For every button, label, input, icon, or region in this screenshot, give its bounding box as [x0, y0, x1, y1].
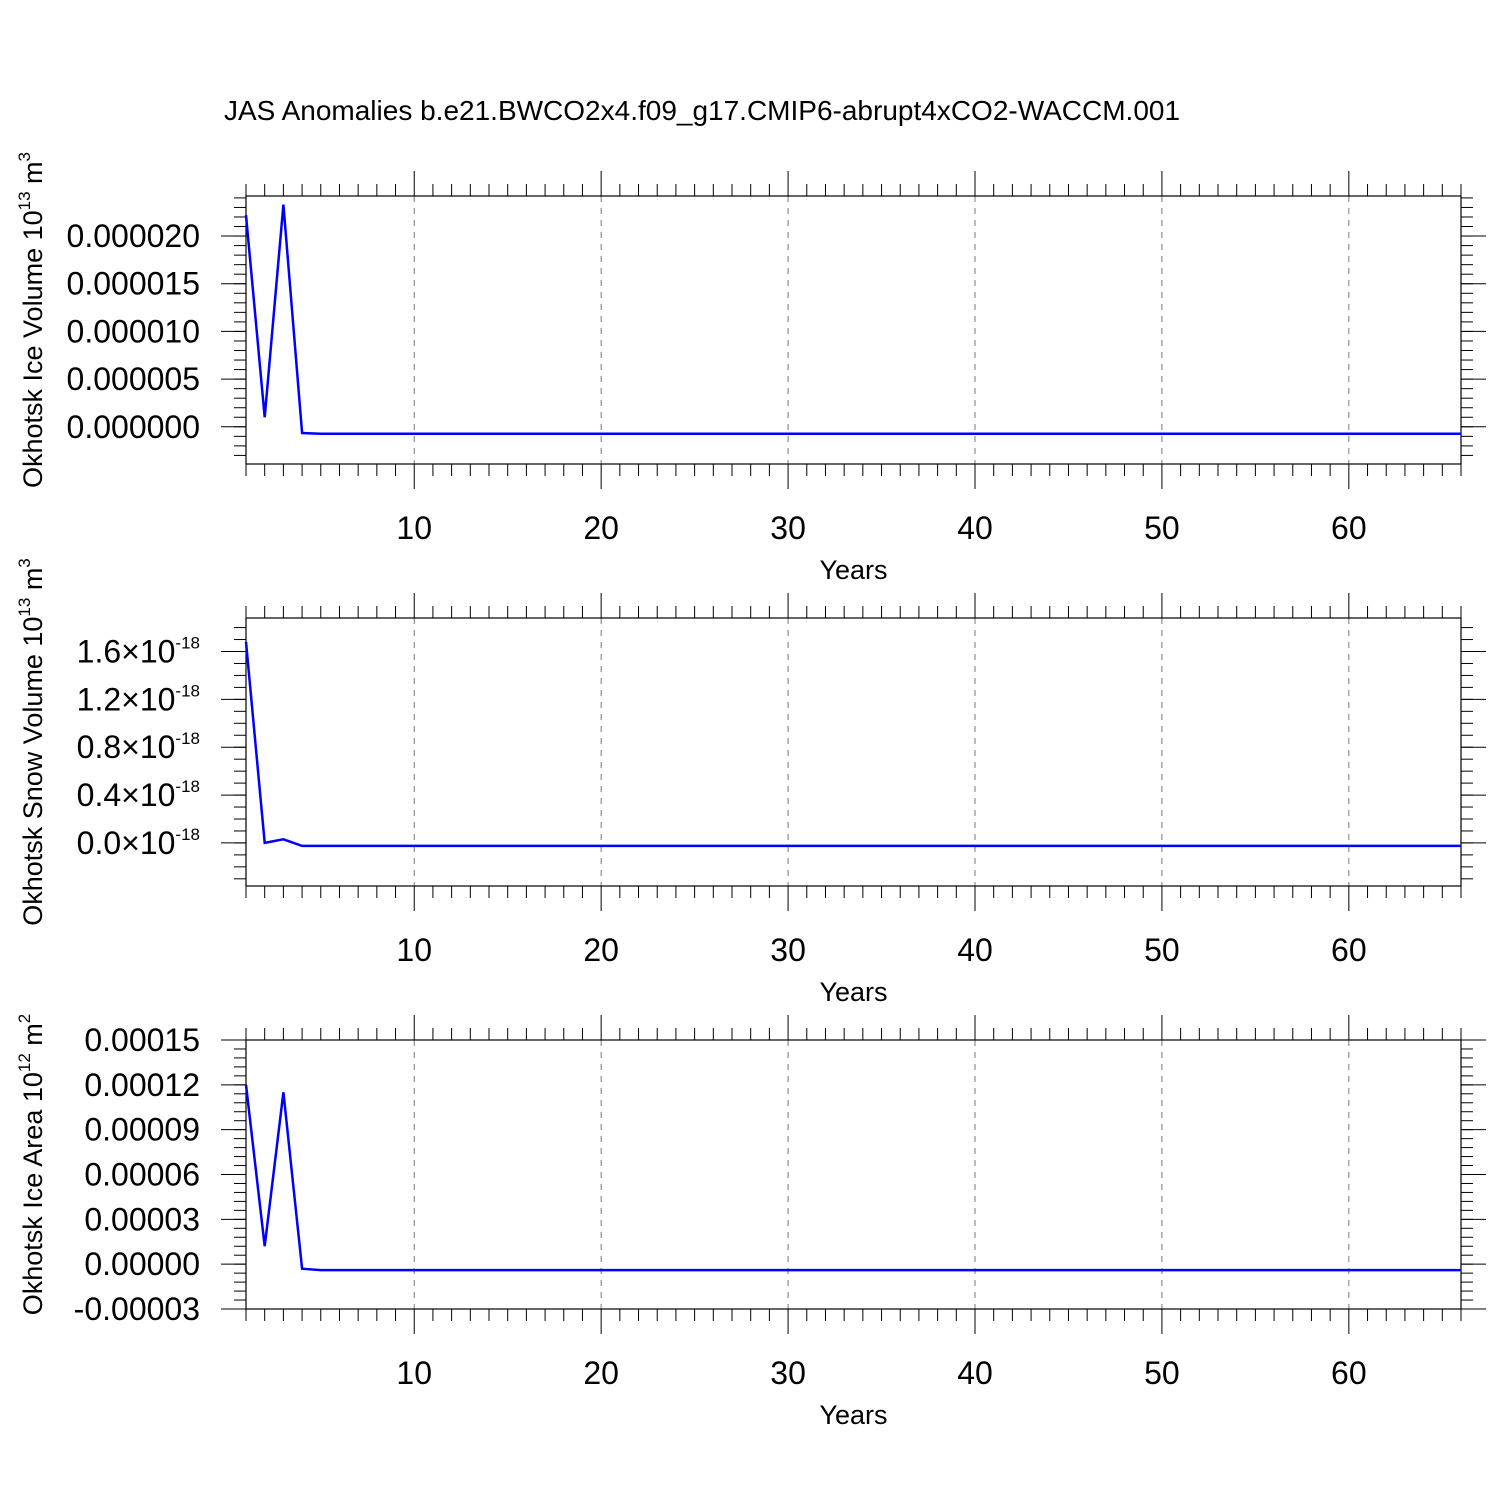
plot-frame — [245, 617, 1462, 887]
chart-panel-2: 0.0×10-18 0.4×10-18 0.8×10-18 1.2×10-18 1.6×… — [15, 558, 1486, 1007]
y-tick-label: 0.000005 — [67, 361, 200, 397]
y-tick-label: 0.00003 — [84, 1201, 200, 1237]
x-axis-title: Years — [819, 555, 887, 585]
x-tick-label: 40 — [957, 1355, 993, 1391]
figure-title: JAS Anomalies b.e21.BWCO2x4.f09_g17.CMIP… — [224, 95, 1180, 126]
x-tick-label: 40 — [957, 510, 993, 546]
y-tick-label: 0.000020 — [67, 218, 200, 254]
x-tick-label: 50 — [1144, 932, 1180, 968]
x-tick-label: 60 — [1331, 932, 1367, 968]
x-tick-label: 30 — [770, 1355, 806, 1391]
series-line — [244, 204, 1461, 435]
series-line — [244, 641, 1461, 848]
y-tick-label: 0.000000 — [67, 409, 200, 445]
y-tick-label: 0.00000 — [84, 1246, 200, 1282]
x-tick-label: 20 — [583, 932, 619, 968]
x-axis-title: Years — [819, 977, 887, 1007]
panels: 0.000000 0.000005 0.000010 0.000015 0.000020… — [15, 152, 1486, 1430]
x-axis-title: Years — [819, 1400, 887, 1430]
y-tick-label: 0.00015 — [84, 1022, 200, 1058]
chart-panel-3: -0.00003 0.00000 0.00003 0.00006 0.00009 0.00… — [15, 1014, 1486, 1430]
y-tick-label: 0.8×10-18 — [77, 729, 200, 765]
x-tick-label: 10 — [396, 1355, 432, 1391]
x-tick-label: 30 — [770, 932, 806, 968]
y-tick-label: 0.000015 — [67, 266, 200, 302]
y-tick-label: 1.6×10-18 — [77, 634, 200, 670]
y-tick-label: 1.2×10-18 — [77, 681, 200, 717]
x-tick-label: 10 — [396, 932, 432, 968]
y-tick-label: 0.0×10-18 — [77, 825, 200, 861]
plot-frame — [245, 1039, 1462, 1310]
plot-frame — [245, 195, 1462, 465]
y-tick-label: 0.4×10-18 — [77, 777, 200, 813]
x-tick-label: 60 — [1331, 510, 1367, 546]
x-tick-label: 20 — [583, 510, 619, 546]
y-axis-title: Okhotsk Ice Volume 1013 m3 — [15, 152, 48, 488]
chart-panel-1: 0.000000 0.000005 0.000010 0.000015 0.000020… — [15, 152, 1486, 585]
y-tick-label: 0.00009 — [84, 1112, 200, 1148]
y-axis-title: Okhotsk Snow Volume 1013 m3 — [15, 558, 48, 926]
y-tick-label: 0.00012 — [84, 1067, 200, 1103]
x-tick-label: 10 — [396, 510, 432, 546]
series-line — [244, 1084, 1461, 1272]
x-tick-label: 60 — [1331, 1355, 1367, 1391]
x-tick-label: 30 — [770, 510, 806, 546]
y-tick-label: 0.000010 — [67, 313, 200, 349]
x-tick-label: 20 — [583, 1355, 619, 1391]
x-tick-label: 50 — [1144, 510, 1180, 546]
y-tick-label: -0.00003 — [74, 1291, 200, 1327]
y-tick-label: 0.00006 — [84, 1157, 200, 1193]
x-tick-label: 50 — [1144, 1355, 1180, 1391]
x-tick-label: 40 — [957, 932, 993, 968]
y-axis-title: Okhotsk Ice Area 1012 m2 — [15, 1014, 48, 1316]
